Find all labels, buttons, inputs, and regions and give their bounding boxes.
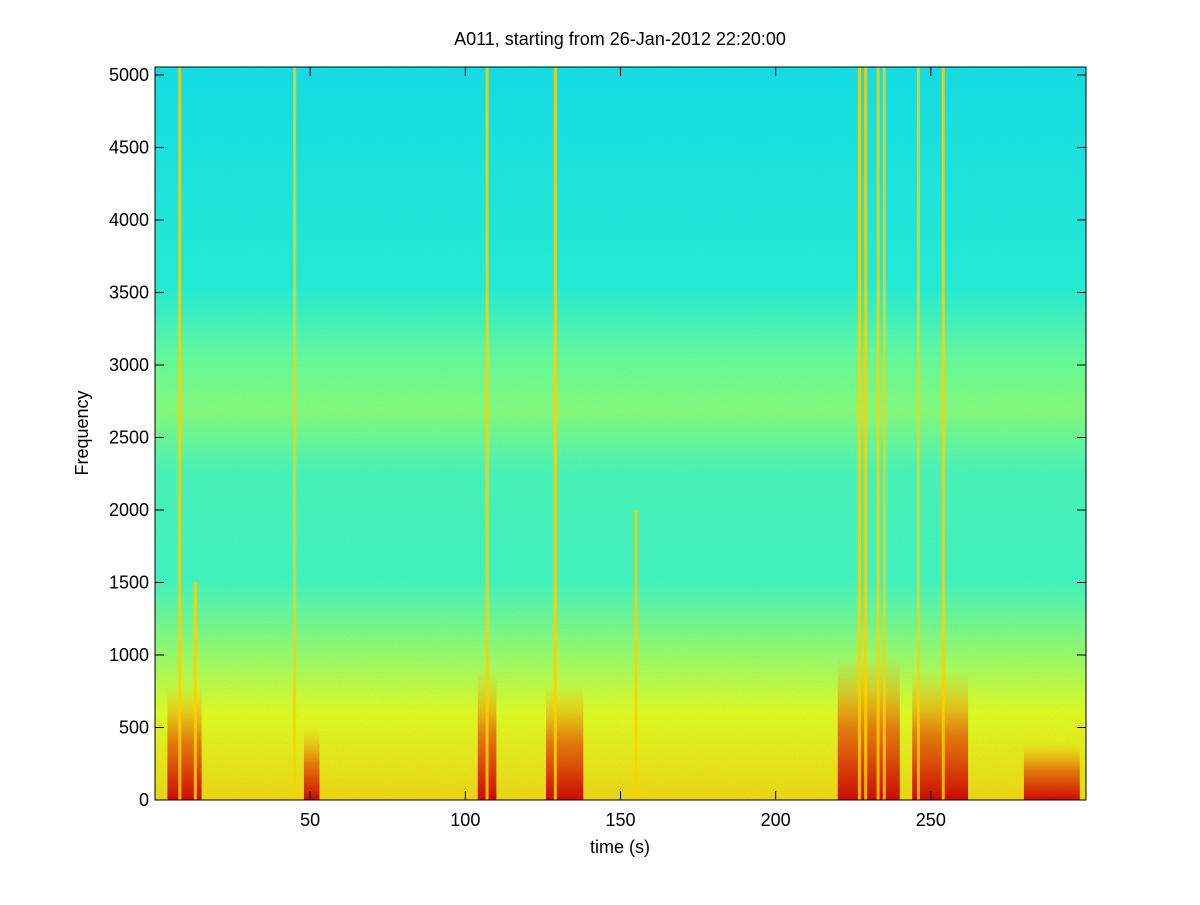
x-tick-label: 150	[605, 810, 635, 830]
y-tick-label: 3000	[109, 355, 149, 375]
burst	[912, 669, 969, 800]
y-tick-label: 2000	[109, 500, 149, 520]
burst	[303, 727, 320, 800]
x-tick-label: 200	[761, 810, 791, 830]
y-tick-label: 4000	[109, 210, 149, 230]
x-tick-label: 50	[300, 810, 320, 830]
x-tick-label: 250	[916, 810, 946, 830]
burst	[837, 654, 900, 800]
y-tick-label: 0	[139, 790, 149, 810]
y-tick-label: 5000	[109, 65, 149, 85]
x-tick-label: 100	[450, 810, 480, 830]
y-tick-label: 2500	[109, 427, 149, 447]
burst	[546, 683, 584, 800]
x-axis-label: time (s)	[590, 837, 650, 857]
y-axis-label: Frequency	[72, 390, 92, 475]
y-tick-label: 3500	[109, 282, 149, 302]
chart-title: A011, starting from 26-Jan-2012 22:20:00	[454, 29, 786, 49]
y-tick-label: 1000	[109, 645, 149, 665]
y-tick-label: 500	[119, 717, 149, 737]
y-tick-label: 4500	[109, 137, 149, 157]
y-tick-label: 1500	[109, 572, 149, 592]
burst	[1023, 741, 1080, 800]
